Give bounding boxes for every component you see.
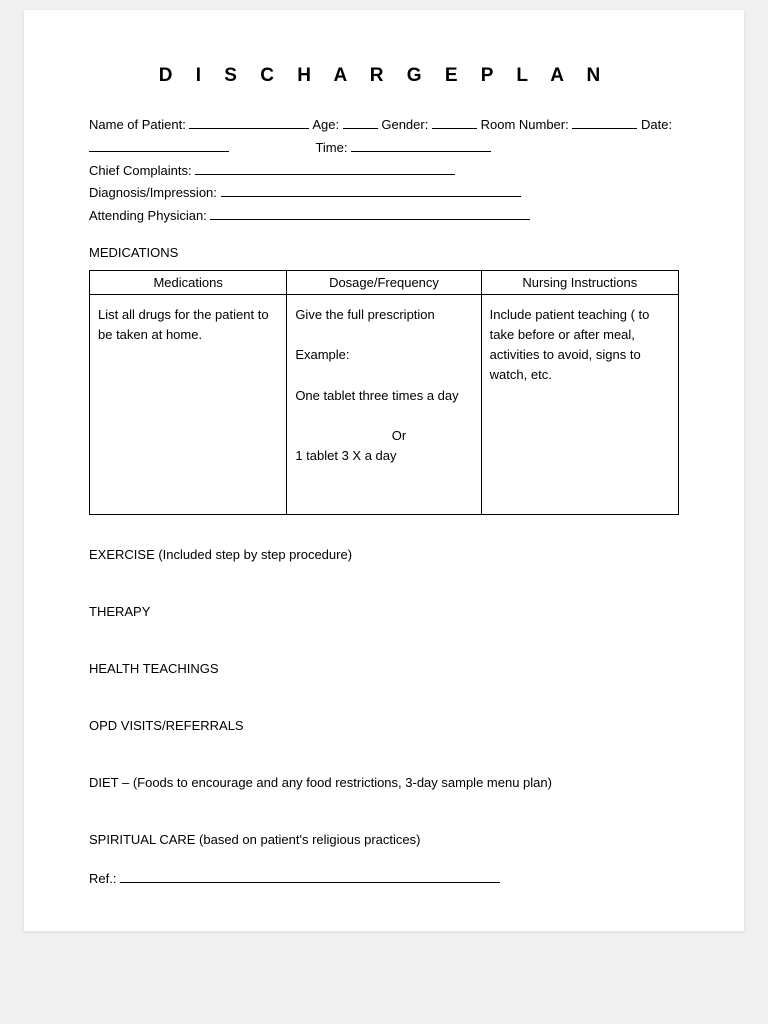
chief-blank	[195, 174, 455, 175]
document-page: D I S C H A R G E P L A N Name of Patien…	[24, 10, 744, 931]
col-dosage: Dosage/Frequency	[287, 270, 481, 294]
col-nursing: Nursing Instructions	[481, 270, 678, 294]
medications-table: Medications Dosage/Frequency Nursing Ins…	[89, 270, 679, 515]
ref-line: Ref.:	[89, 871, 679, 886]
patient-info-line-1: Name of Patient: Age: Gender: Room Numbe…	[89, 115, 679, 136]
attending-physician-line: Attending Physician:	[89, 206, 679, 227]
cell-medications: List all drugs for the patient to be tak…	[90, 294, 287, 514]
name-blank	[189, 128, 309, 129]
therapy-heading: THERAPY	[89, 604, 679, 619]
cell-dosage: Give the full prescription Example: One …	[287, 294, 481, 514]
patient-info-line-2: Time:	[89, 138, 679, 159]
chief-label: Chief Complaints:	[89, 163, 192, 178]
ref-blank	[120, 882, 500, 883]
attending-blank	[210, 219, 530, 220]
gender-blank	[432, 128, 477, 129]
dosage-line-1: Give the full prescription	[295, 307, 434, 322]
age-blank	[343, 128, 378, 129]
dosage-or: Or	[295, 426, 472, 446]
opd-heading: OPD VISITS/REFERRALS	[89, 718, 679, 733]
dosage-line-2: Example:	[295, 347, 349, 362]
table-row: List all drugs for the patient to be tak…	[90, 294, 679, 514]
table-header-row: Medications Dosage/Frequency Nursing Ins…	[90, 270, 679, 294]
name-label: Name of Patient:	[89, 117, 186, 132]
dosage-line-4: 1 tablet 3 X a day	[295, 448, 396, 463]
chief-complaints-line: Chief Complaints:	[89, 161, 679, 182]
diagnosis-line: Diagnosis/Impression:	[89, 183, 679, 204]
diag-label: Diagnosis/Impression:	[89, 185, 217, 200]
ref-label: Ref.:	[89, 871, 116, 886]
date-blank	[89, 151, 229, 152]
cell-nursing: Include patient teaching ( to take befor…	[481, 294, 678, 514]
date-label: Date:	[641, 117, 672, 132]
attending-label: Attending Physician:	[89, 208, 207, 223]
col-medications: Medications	[90, 270, 287, 294]
document-title: D I S C H A R G E P L A N	[89, 65, 679, 87]
dosage-line-3: One tablet three times a day	[295, 388, 458, 403]
health-heading: HEALTH TEACHINGS	[89, 661, 679, 676]
room-label: Room Number:	[481, 117, 569, 132]
diag-blank	[221, 196, 521, 197]
spiritual-heading: SPIRITUAL CARE (based on patient's relig…	[89, 832, 679, 847]
medications-heading: MEDICATIONS	[89, 245, 679, 260]
age-label: Age:	[312, 117, 339, 132]
gender-label: Gender:	[381, 117, 428, 132]
time-blank	[351, 151, 491, 152]
diet-heading: DIET – (Foods to encourage and any food …	[89, 775, 679, 790]
room-blank	[572, 128, 637, 129]
time-label: Time:	[315, 140, 347, 155]
exercise-heading: EXERCISE (Included step by step procedur…	[89, 547, 679, 562]
